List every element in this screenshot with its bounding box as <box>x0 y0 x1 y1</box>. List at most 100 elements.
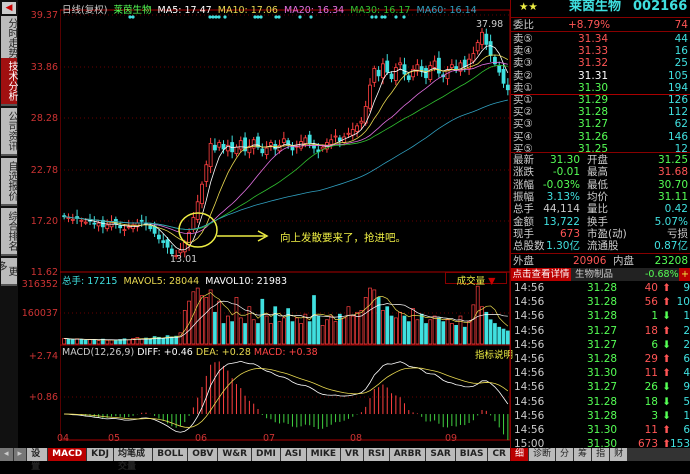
bid-row[interactable]: 买① 31.29 126 <box>513 94 688 106</box>
candle-body <box>208 143 213 168</box>
expand-button[interactable]: + <box>679 268 690 281</box>
bid-row[interactable]: 买② 31.28 112 <box>513 106 688 118</box>
signal-dot <box>223 15 227 19</box>
volume-bar <box>135 337 140 345</box>
volume-bar <box>148 338 153 345</box>
level-label: 买⑤ <box>513 142 533 155</box>
candle-body <box>376 69 381 77</box>
candle-body <box>178 249 183 254</box>
tab-arbr[interactable]: ARBR <box>389 448 426 461</box>
level-price: 31.28 <box>578 106 609 119</box>
candle-body <box>264 147 269 155</box>
candle-body <box>398 62 403 66</box>
stat-label: 总股数 <box>513 240 545 253</box>
tick-count: 6 <box>683 353 690 365</box>
tab-cr[interactable]: CR <box>488 448 510 461</box>
sector-name[interactable]: 生物制品 <box>575 269 614 280</box>
tab-macd[interactable]: MACD <box>48 448 87 461</box>
volume-axis-label: 316352 <box>21 279 58 290</box>
tick-volume: 11 <box>644 367 658 380</box>
tab-bias[interactable]: BIAS <box>455 448 488 461</box>
ask-row[interactable]: 卖② 31.31 105 <box>513 70 688 82</box>
quote-tab[interactable]: 细 <box>511 448 529 461</box>
quote-tab[interactable]: 财 <box>610 448 628 461</box>
level-price: 31.31 <box>578 69 609 82</box>
tab-mike[interactable]: MIKE <box>306 448 341 461</box>
candle-body <box>105 224 110 230</box>
tab-dmi[interactable]: DMI <box>252 448 280 461</box>
ask-row[interactable]: 卖① 31.30 194 <box>513 82 688 94</box>
tab-boll[interactable]: BOLL <box>153 448 188 461</box>
tab-obv[interactable]: OBV <box>188 448 218 461</box>
tick-time: 14:56 <box>514 338 545 351</box>
candle-body <box>92 222 97 225</box>
volume-bar <box>316 315 321 345</box>
candle-body <box>221 143 226 150</box>
volume-bar <box>62 338 67 345</box>
kline-chart[interactable]: 日线(复权) 莱茵生物 MA5: 17.47 MA10: 17.06 MA20:… <box>57 0 514 448</box>
stat-row: 涨幅 -0.03% 最低 30.70 <box>513 179 688 191</box>
tab-设置[interactable]: 设置 <box>27 448 48 472</box>
volume-bar <box>493 323 497 345</box>
stat-row: 总股数 1.30亿 流通股 0.87亿 <box>513 240 688 252</box>
bid-row[interactable]: 买⑤ 31.25 12 <box>513 143 688 155</box>
quote-tab[interactable]: 分 <box>556 448 574 461</box>
highlight-circle <box>178 212 218 248</box>
sidebar-tab[interactable]: 更多... <box>0 258 17 286</box>
sidebar-tab[interactable]: 自选报价 <box>1 158 17 206</box>
quote-tab[interactable]: 指 <box>592 448 610 461</box>
volume-bar <box>355 311 359 345</box>
tab-均笔成交量[interactable]: 均笔成交量 <box>113 448 153 472</box>
stat-row: 总手 44,114 量比 0.42 <box>513 203 688 215</box>
volume-bar <box>195 287 200 345</box>
signal-dot <box>277 15 281 19</box>
quote-tab[interactable]: 筹 <box>574 448 592 461</box>
tab-sar[interactable]: SAR <box>426 448 455 461</box>
volume-axis-label: 160037 <box>21 308 58 319</box>
tab-kdj[interactable]: KDJ <box>87 448 113 461</box>
volume-bar <box>471 304 476 345</box>
tab-w&r[interactable]: W&R <box>218 448 252 461</box>
volume-bar <box>101 338 105 345</box>
ask-row[interactable]: 卖④ 31.33 16 <box>513 45 688 57</box>
stat-label: 换手 <box>587 215 608 228</box>
indicator-dropdown[interactable]: 成交量 ▼ <box>445 272 507 287</box>
tick-count: 4 <box>683 367 690 380</box>
sidebar-tab[interactable]: 分时走势 <box>1 16 17 62</box>
sector-bar: 点击查看详情 生物制品 -0.68% + <box>511 268 690 281</box>
stat-value: 0.42 <box>664 203 688 216</box>
star-icon: ★★ <box>519 1 538 13</box>
sidebar-tab[interactable]: 公司资讯 <box>1 108 17 156</box>
tab-next-icon[interactable]: ▸ <box>13 448 27 461</box>
stat-label: 涨幅 <box>513 178 534 191</box>
candle-body <box>118 225 123 229</box>
volume-bar <box>424 323 428 345</box>
bid-row[interactable]: 买③ 31.27 62 <box>513 118 688 130</box>
ask-row[interactable]: 卖⑤ 31.34 44 <box>513 33 688 45</box>
quote-tab[interactable]: 诊断 <box>529 448 556 461</box>
back-icon[interactable]: ◀ <box>2 2 16 14</box>
bid-row[interactable]: 买④ 31.26 146 <box>513 131 688 143</box>
sidebar-tab[interactable]: 综合排名 <box>1 208 17 256</box>
sidebar-tab[interactable]: 技术分析 <box>1 58 17 106</box>
ma10-line <box>64 54 509 243</box>
stat-label: 涨跌 <box>513 166 534 179</box>
ask-row[interactable]: 卖③ 31.32 25 <box>513 57 688 69</box>
volume-bar <box>165 335 170 345</box>
candle-body <box>471 53 476 62</box>
level-price: 31.27 <box>578 118 609 131</box>
tab-vr[interactable]: VR <box>341 448 363 461</box>
inner-val: 23208 <box>654 255 688 267</box>
level-label: 买③ <box>513 118 533 131</box>
volume-bar <box>376 297 381 345</box>
indicator-help-link[interactable]: 指标说明 <box>475 350 514 361</box>
tick-time: 14:56 <box>514 324 545 337</box>
level-price: 31.32 <box>578 57 609 70</box>
candle-body <box>191 217 196 230</box>
stat-value: 1.30亿 <box>546 240 580 253</box>
tab-rsi[interactable]: RSI <box>363 448 389 461</box>
detail-button[interactable]: 点击查看详情 <box>511 268 571 281</box>
tab-prev-icon[interactable]: ◂ <box>0 448 13 461</box>
tab-asi[interactable]: ASI <box>280 448 306 461</box>
stat-value: 31.30 <box>549 154 580 166</box>
